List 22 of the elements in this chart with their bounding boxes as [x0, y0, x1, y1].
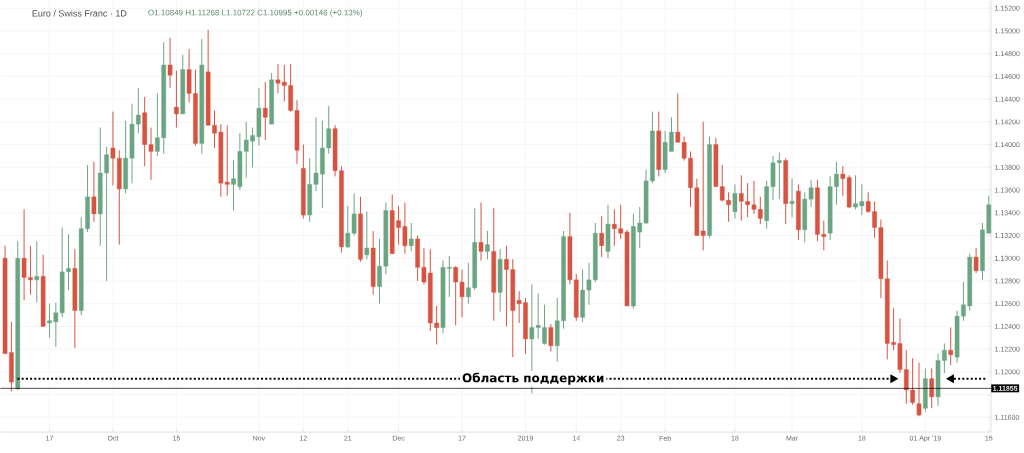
candlestick — [358, 196, 363, 263]
candlestick — [262, 81, 268, 141]
candlestick — [916, 362, 922, 417]
candlestick — [34, 240, 40, 303]
candlestick — [180, 54, 186, 115]
candlestick — [269, 72, 274, 125]
text: O1.10849 H1.11268 L1.10722 C1.10995 +0.00146 (+0.13%) — [148, 9, 362, 17]
text: Euro / Swiss Franc · 1D — [32, 9, 127, 17]
candlestick — [973, 247, 979, 274]
candlestick — [370, 230, 376, 296]
candlestick — [91, 161, 97, 223]
candlestick — [789, 178, 795, 218]
candlestick — [605, 204, 611, 259]
ref-line-label: Область поддержки — [462, 372, 604, 385]
candlestick — [364, 211, 370, 260]
candlestick — [656, 111, 662, 177]
candlestick — [199, 38, 205, 155]
candlestick — [478, 201, 484, 261]
candlestick — [408, 222, 414, 252]
candlestick — [167, 37, 173, 89]
candlestick — [174, 70, 179, 128]
candlestick — [485, 230, 490, 260]
